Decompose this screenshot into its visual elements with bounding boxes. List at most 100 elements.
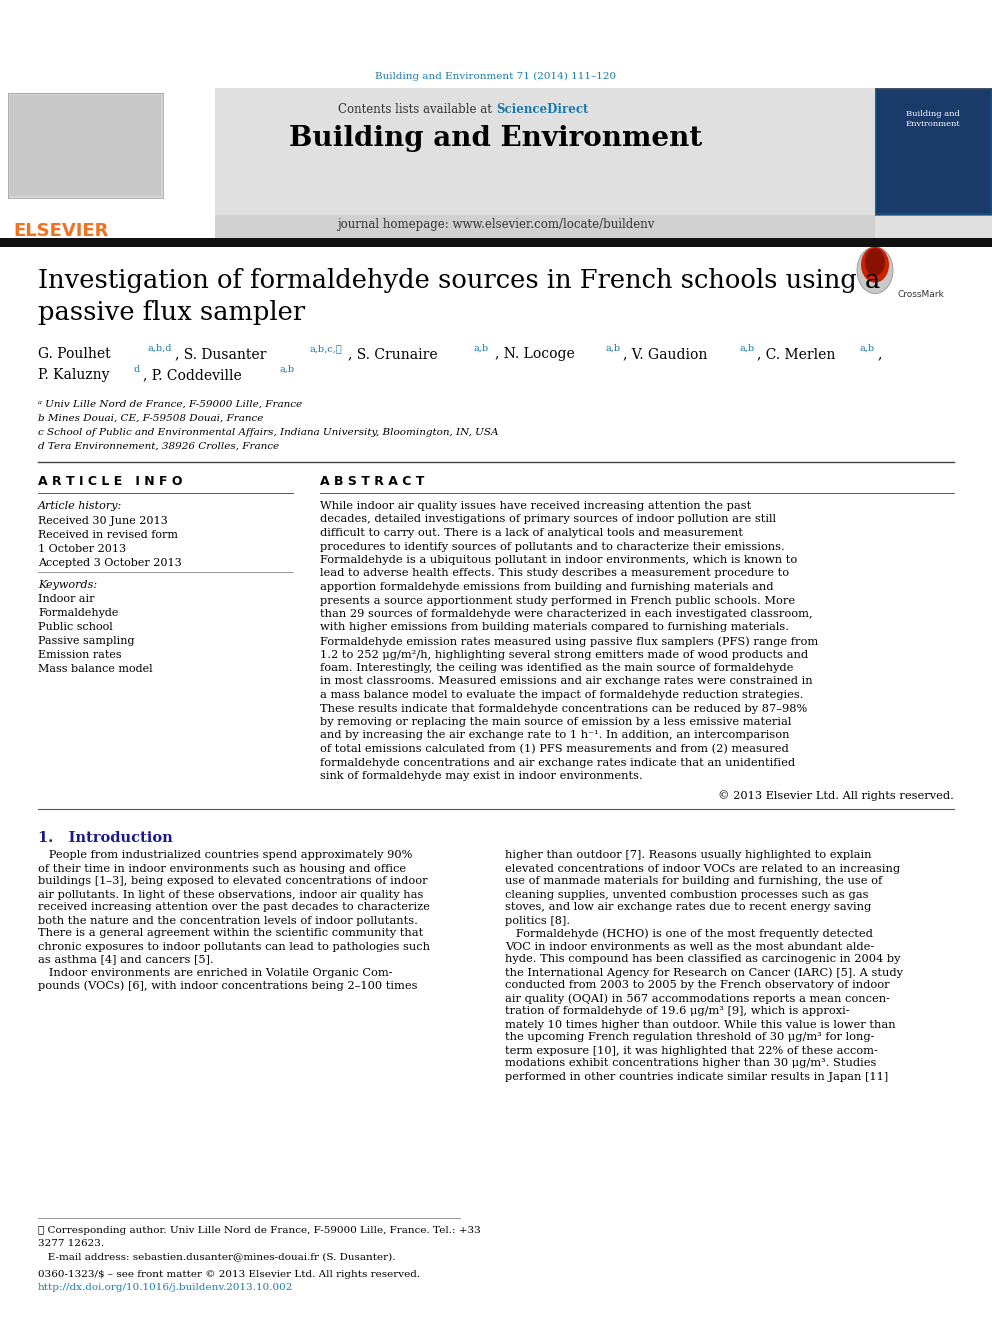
Text: While indoor air quality issues have received increasing attention the past: While indoor air quality issues have rec… xyxy=(320,501,751,511)
Text: decades, detailed investigations of primary sources of indoor pollution are stil: decades, detailed investigations of prim… xyxy=(320,515,776,524)
Text: Passive sampling: Passive sampling xyxy=(38,636,135,646)
Text: and by increasing the air exchange rate to 1 h⁻¹. In addition, an intercompariso: and by increasing the air exchange rate … xyxy=(320,730,790,741)
Ellipse shape xyxy=(857,247,893,294)
Text: 3277 12623.: 3277 12623. xyxy=(38,1240,104,1248)
Text: Article history:: Article history: xyxy=(38,501,122,511)
Text: stoves, and low air exchange rates due to recent energy saving: stoves, and low air exchange rates due t… xyxy=(505,902,871,913)
Text: with higher emissions from building materials compared to furnishing materials.: with higher emissions from building mate… xyxy=(320,623,789,632)
Text: higher than outdoor [7]. Reasons usually highlighted to explain: higher than outdoor [7]. Reasons usually… xyxy=(505,851,872,860)
Text: b Mines Douai, CE, F-59508 Douai, France: b Mines Douai, CE, F-59508 Douai, France xyxy=(38,414,263,423)
Text: sink of formaldehyde may exist in indoor environments.: sink of formaldehyde may exist in indoor… xyxy=(320,771,643,781)
Text: a,b: a,b xyxy=(474,344,489,353)
Text: P. Kaluzny: P. Kaluzny xyxy=(38,368,109,382)
Text: Investigation of formaldehyde sources in French schools using a: Investigation of formaldehyde sources in… xyxy=(38,269,880,292)
Text: , N. Locoge: , N. Locoge xyxy=(495,347,574,361)
Text: , P. Coddeville: , P. Coddeville xyxy=(143,368,242,382)
Text: a,b: a,b xyxy=(740,344,755,353)
Text: a,b,d: a,b,d xyxy=(148,344,173,353)
Text: People from industrialized countries spend approximately 90%: People from industrialized countries spe… xyxy=(38,851,413,860)
Text: 1.2 to 252 μg/m²/h, highlighting several strong emitters made of wood products a: 1.2 to 252 μg/m²/h, highlighting several… xyxy=(320,650,808,659)
Text: CrossMark: CrossMark xyxy=(898,290,944,299)
Text: cleaning supplies, unvented combustion processes such as gas: cleaning supplies, unvented combustion p… xyxy=(505,889,869,900)
Text: c School of Public and Environmental Affairs, Indiana University, Bloomington, I: c School of Public and Environmental Aff… xyxy=(38,429,499,437)
Text: a,b: a,b xyxy=(860,344,875,353)
Text: , V. Gaudion: , V. Gaudion xyxy=(623,347,707,361)
Text: Building and
Environment: Building and Environment xyxy=(906,110,960,128)
Text: Emission rates: Emission rates xyxy=(38,650,122,660)
Text: modations exhibit concentrations higher than 30 μg/m³. Studies: modations exhibit concentrations higher … xyxy=(505,1058,876,1069)
Text: Accepted 3 October 2013: Accepted 3 October 2013 xyxy=(38,558,182,568)
Text: Mass balance model: Mass balance model xyxy=(38,664,153,673)
Text: 1 October 2013: 1 October 2013 xyxy=(38,544,126,554)
Text: buildings [1–3], being exposed to elevated concentrations of indoor: buildings [1–3], being exposed to elevat… xyxy=(38,877,428,886)
Text: journal homepage: www.elsevier.com/locate/buildenv: journal homepage: www.elsevier.com/locat… xyxy=(337,218,655,232)
Text: Formaldehyde (HCHO) is one of the most frequently detected: Formaldehyde (HCHO) is one of the most f… xyxy=(505,929,873,939)
Text: presents a source apportionment study performed in French public schools. More: presents a source apportionment study pe… xyxy=(320,595,796,606)
Text: ScienceDirect: ScienceDirect xyxy=(496,103,588,116)
Text: term exposure [10], it was highlighted that 22% of these accom-: term exposure [10], it was highlighted t… xyxy=(505,1045,878,1056)
Text: , C. Merlen: , C. Merlen xyxy=(757,347,835,361)
Text: E-mail address: sebastien.dusanter@mines-douai.fr (S. Dusanter).: E-mail address: sebastien.dusanter@mines… xyxy=(38,1252,396,1261)
Text: procedures to identify sources of pollutants and to characterize their emissions: procedures to identify sources of pollut… xyxy=(320,541,785,552)
Text: air pollutants. In light of these observations, indoor air quality has: air pollutants. In light of these observ… xyxy=(38,889,424,900)
Text: d: d xyxy=(133,365,139,374)
Text: ⋆ Corresponding author. Univ Lille Nord de France, F-59000 Lille, France. Tel.: : ⋆ Corresponding author. Univ Lille Nord … xyxy=(38,1226,481,1234)
Text: ᵃ Univ Lille Nord de France, F-59000 Lille, France: ᵃ Univ Lille Nord de France, F-59000 Lil… xyxy=(38,400,303,409)
Text: foam. Interestingly, the ceiling was identified as the main source of formaldehy: foam. Interestingly, the ceiling was ide… xyxy=(320,663,794,673)
Text: Building and Environment: Building and Environment xyxy=(290,124,702,152)
Ellipse shape xyxy=(865,249,885,275)
Text: received increasing attention over the past decades to characterize: received increasing attention over the p… xyxy=(38,902,430,913)
Text: a,b: a,b xyxy=(280,365,296,374)
Text: conducted from 2003 to 2005 by the French observatory of indoor: conducted from 2003 to 2005 by the Frenc… xyxy=(505,980,890,991)
Text: air quality (OQAI) in 567 accommodations reports a mean concen-: air quality (OQAI) in 567 accommodations… xyxy=(505,994,890,1004)
Ellipse shape xyxy=(861,247,889,283)
Text: both the nature and the concentration levels of indoor pollutants.: both the nature and the concentration le… xyxy=(38,916,418,926)
Text: Contents lists available at: Contents lists available at xyxy=(338,103,496,116)
Text: as asthma [4] and cancers [5].: as asthma [4] and cancers [5]. xyxy=(38,954,213,964)
Text: Received in revised form: Received in revised form xyxy=(38,531,178,540)
Text: G. Poulhet: G. Poulhet xyxy=(38,347,111,361)
Text: http://dx.doi.org/10.1016/j.buildenv.2013.10.002: http://dx.doi.org/10.1016/j.buildenv.201… xyxy=(38,1283,294,1293)
Text: the upcoming French regulation threshold of 30 μg/m³ for long-: the upcoming French regulation threshold… xyxy=(505,1032,875,1043)
Text: chronic exposures to indoor pollutants can lead to pathologies such: chronic exposures to indoor pollutants c… xyxy=(38,942,430,951)
Text: There is a general agreement within the scientific community that: There is a general agreement within the … xyxy=(38,929,424,938)
Text: , S. Dusanter: , S. Dusanter xyxy=(175,347,267,361)
Text: Formaldehyde emission rates measured using passive flux samplers (PFS) range fro: Formaldehyde emission rates measured usi… xyxy=(320,636,818,647)
Text: than 29 sources of formaldehyde were characterized in each investigated classroo: than 29 sources of formaldehyde were cha… xyxy=(320,609,812,619)
Text: use of manmade materials for building and furnishing, the use of: use of manmade materials for building an… xyxy=(505,877,882,886)
Text: hyde. This compound has been classified as carcinogenic in 2004 by: hyde. This compound has been classified … xyxy=(505,954,901,964)
Text: Received 30 June 2013: Received 30 June 2013 xyxy=(38,516,168,527)
Text: A R T I C L E   I N F O: A R T I C L E I N F O xyxy=(38,475,183,488)
Text: performed in other countries indicate similar results in Japan [11]: performed in other countries indicate si… xyxy=(505,1072,888,1081)
Text: Formaldehyde is a ubiquitous pollutant in indoor environments, which is known to: Formaldehyde is a ubiquitous pollutant i… xyxy=(320,556,798,565)
Text: the International Agency for Research on Cancer (IARC) [5]. A study: the International Agency for Research on… xyxy=(505,967,903,978)
Text: apportion formaldehyde emissions from building and furnishing materials and: apportion formaldehyde emissions from bu… xyxy=(320,582,774,591)
Text: lead to adverse health effects. This study describes a measurement procedure to: lead to adverse health effects. This stu… xyxy=(320,569,789,578)
Text: ELSEVIER: ELSEVIER xyxy=(13,222,108,239)
Text: politics [8].: politics [8]. xyxy=(505,916,570,926)
Text: ,: , xyxy=(877,347,881,361)
Text: passive flux sampler: passive flux sampler xyxy=(38,300,306,325)
Text: pounds (VOCs) [6], with indoor concentrations being 2–100 times: pounds (VOCs) [6], with indoor concentra… xyxy=(38,980,418,991)
Text: These results indicate that formaldehyde concentrations can be reduced by 87–98%: These results indicate that formaldehyde… xyxy=(320,704,807,713)
Text: Formaldehyde: Formaldehyde xyxy=(38,609,118,618)
Text: 1.   Introduction: 1. Introduction xyxy=(38,831,173,844)
Text: a mass balance model to evaluate the impact of formaldehyde reduction strategies: a mass balance model to evaluate the imp… xyxy=(320,691,804,700)
Text: 0360-1323/$ – see front matter © 2013 Elsevier Ltd. All rights reserved.: 0360-1323/$ – see front matter © 2013 El… xyxy=(38,1270,421,1279)
Text: tration of formaldehyde of 19.6 μg/m³ [9], which is approxi-: tration of formaldehyde of 19.6 μg/m³ [9… xyxy=(505,1007,849,1016)
Text: d Tera Environnement, 38926 Crolles, France: d Tera Environnement, 38926 Crolles, Fra… xyxy=(38,442,279,451)
Text: Keywords:: Keywords: xyxy=(38,579,97,590)
Text: of total emissions calculated from (1) PFS measurements and from (2) measured: of total emissions calculated from (1) P… xyxy=(320,744,789,754)
Text: in most classrooms. Measured emissions and air exchange rates were constrained i: in most classrooms. Measured emissions a… xyxy=(320,676,812,687)
Text: Indoor air: Indoor air xyxy=(38,594,94,605)
Text: of their time in indoor environments such as housing and office: of their time in indoor environments suc… xyxy=(38,864,406,873)
Text: mately 10 times higher than outdoor. While this value is lower than: mately 10 times higher than outdoor. Whi… xyxy=(505,1020,896,1029)
Text: VOC in indoor environments as well as the most abundant alde-: VOC in indoor environments as well as th… xyxy=(505,942,874,951)
Text: Public school: Public school xyxy=(38,622,113,632)
Text: A B S T R A C T: A B S T R A C T xyxy=(320,475,425,488)
Text: a,b,c,⋆: a,b,c,⋆ xyxy=(310,344,343,353)
Text: formaldehyde concentrations and air exchange rates indicate that an unidentified: formaldehyde concentrations and air exch… xyxy=(320,758,796,767)
Text: Indoor environments are enriched in Volatile Organic Com-: Indoor environments are enriched in Vola… xyxy=(38,967,393,978)
Text: © 2013 Elsevier Ltd. All rights reserved.: © 2013 Elsevier Ltd. All rights reserved… xyxy=(718,791,954,802)
Text: Building and Environment 71 (2014) 111–120: Building and Environment 71 (2014) 111–1… xyxy=(375,71,617,81)
